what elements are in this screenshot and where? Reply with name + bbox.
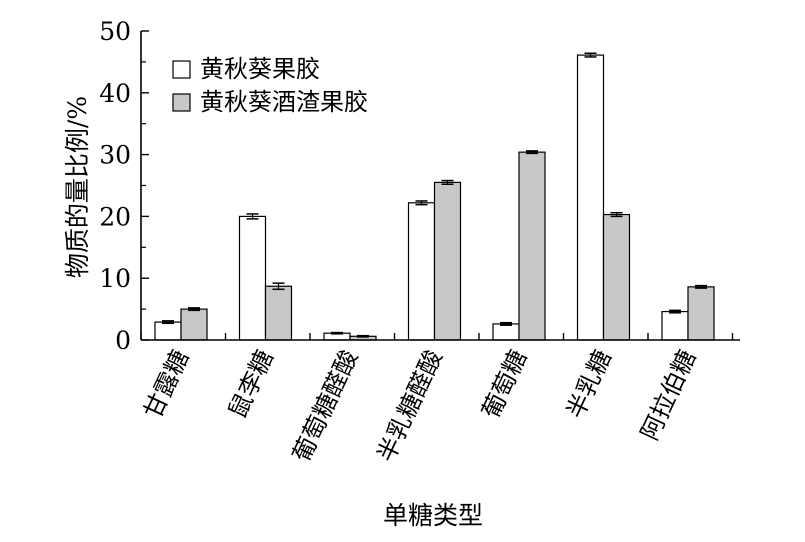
x-tick-label-6: 半乳糖 [561,346,617,423]
y-axis-title: 物质的量比例/% [63,96,92,278]
bar-1-6 [576,54,605,341]
bar-2-1 [180,308,208,341]
y-tick-label-3: 20 [99,202,131,231]
y-ticks-layer: 0 10 20 30 40 50 [99,17,149,355]
bar-1-7 [661,310,689,341]
legend-swatch-1 [172,60,191,79]
x-tick-label-4: 半乳糖醛酸 [372,346,448,467]
bar-1-4 [407,202,436,341]
y-tick-label-6: 50 [99,17,131,46]
bar-2-4 [433,181,462,341]
bars-layer [154,52,715,341]
y-tick-label-5: 40 [99,79,131,108]
legend-label-1: 黄秋葵果胶 [200,55,320,83]
bar-1-5 [492,323,520,341]
x-axis-title: 单糖类型 [383,501,483,530]
x-tick-label-5: 葡萄糖 [477,346,533,423]
y-tick-label-4: 30 [99,141,131,170]
y-tick-label-1: 0 [115,326,131,355]
x-categories-layer: 甘露糖 鼠李糖 葡萄糖醛酸 半乳糖醛酸 葡萄糖 半乳糖 阿拉伯糖 [139,346,702,467]
bar-2-7 [687,286,715,341]
bar-2-6 [602,213,631,341]
x-tick-label-2: 鼠李糖 [223,346,279,423]
bar-2-5 [518,151,546,341]
y-tick-label-2: 10 [99,264,131,293]
legend-swatch-2 [172,93,191,112]
x-tick-label-3: 葡萄糖醛酸 [287,346,363,467]
x-tick-label-7: 阿拉伯糖 [635,346,701,445]
bar-2-2 [264,285,293,341]
bar-1-2 [238,215,267,341]
bar-1-1 [154,321,182,341]
x-tick-label-1: 甘露糖 [139,346,195,423]
legend-label-2: 黄秋葵酒渣果胶 [200,88,368,116]
